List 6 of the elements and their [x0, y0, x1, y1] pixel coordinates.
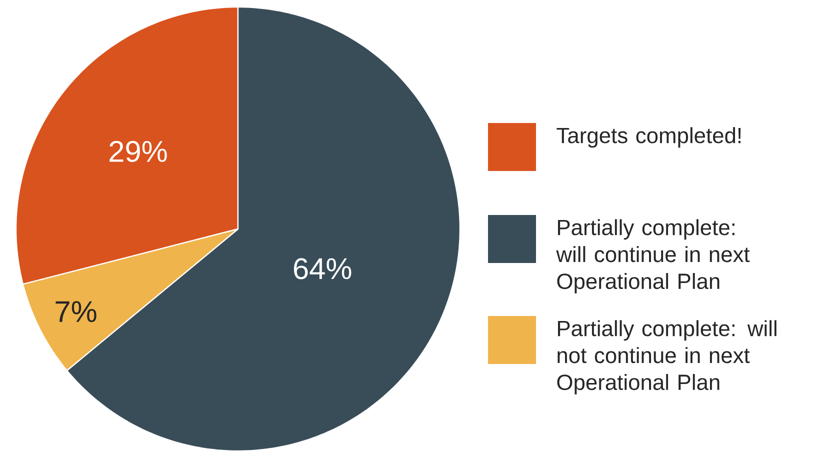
legend-label: Partially complete: will not continue in next Operational Plan	[557, 320, 776, 394]
legend-label: Partially complete: will continue in next Operational Plan	[556, 219, 750, 294]
data-label: 7%	[56, 301, 96, 322]
data-label: 29%	[110, 140, 167, 162]
legend-label: Targets completed!	[556, 127, 741, 148]
data-label: 64%	[294, 258, 352, 280]
